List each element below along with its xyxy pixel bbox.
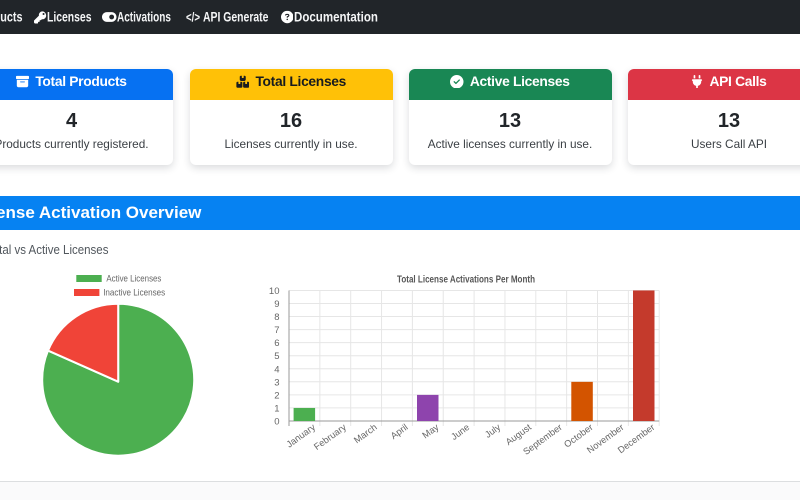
svg-text:Total License Activations Per: Total License Activations Per Month: [397, 275, 535, 286]
svg-text:March: March: [352, 422, 379, 445]
svg-text:7: 7: [274, 325, 279, 336]
svg-text:1: 1: [274, 403, 279, 414]
svg-text:June: June: [449, 422, 471, 442]
svg-text:Inactive Licenses: Inactive Licenses: [103, 288, 165, 299]
svg-text:5: 5: [274, 351, 279, 362]
svg-text:8: 8: [274, 312, 279, 323]
svg-text:10: 10: [269, 286, 280, 297]
svg-text:July: July: [483, 422, 503, 440]
svg-text:4: 4: [274, 364, 279, 375]
svg-text:Active Licenses: Active Licenses: [106, 274, 161, 285]
svg-text:May: May: [420, 422, 440, 441]
svg-text:6: 6: [274, 338, 279, 349]
svg-text:2: 2: [274, 390, 279, 401]
svg-text:February: February: [312, 422, 348, 452]
svg-text:0: 0: [274, 417, 279, 428]
svg-text:9: 9: [274, 299, 279, 310]
svg-text:April: April: [389, 422, 410, 441]
svg-text:3: 3: [274, 377, 279, 388]
